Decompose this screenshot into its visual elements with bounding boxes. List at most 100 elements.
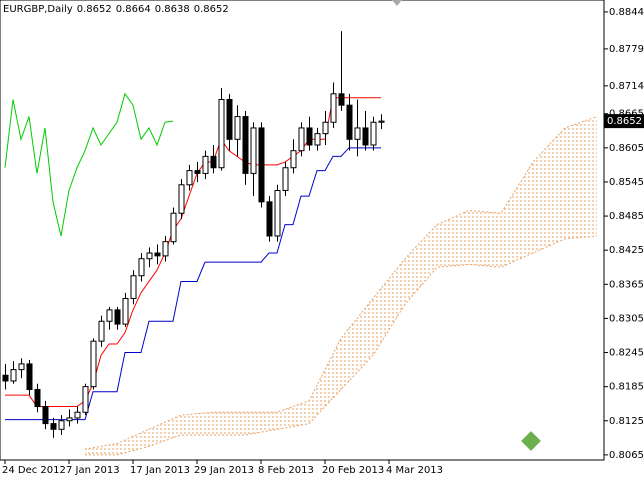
candle — [146, 247, 153, 268]
ohlc-open: 0.8652 — [77, 4, 112, 15]
x-tick-label: 17 Jan 2013 — [130, 465, 190, 476]
candle-body — [186, 170, 193, 186]
candle — [314, 127, 321, 151]
candle — [194, 162, 201, 182]
y-tick-label: 0.8545 — [609, 177, 644, 188]
y-tick-label: 0.8065 — [609, 450, 644, 461]
logo-icon — [521, 431, 541, 451]
candle-body — [74, 411, 81, 419]
candle — [274, 184, 281, 242]
candle-body — [2, 374, 9, 382]
candle — [66, 409, 73, 427]
candle-body — [242, 116, 249, 174]
price-box — [604, 114, 644, 129]
candle — [218, 88, 225, 171]
candle — [258, 122, 265, 208]
candle-body — [362, 127, 369, 146]
candle-body — [306, 127, 313, 146]
x-tick-label: 4 Mar 2013 — [386, 465, 443, 476]
candle-body — [178, 184, 185, 214]
y-tick-label: 0.8245 — [609, 348, 644, 359]
candle-body — [26, 363, 33, 390]
candle-body — [370, 121, 377, 146]
candle — [170, 207, 177, 245]
candle-body — [114, 309, 121, 325]
y-tick-label: 0.8125 — [609, 416, 644, 427]
candle — [378, 114, 385, 130]
plot — [2, 31, 598, 456]
candle — [34, 383, 41, 413]
candle — [50, 417, 57, 438]
candle-body — [250, 127, 257, 174]
candle — [346, 93, 353, 151]
candle — [114, 307, 121, 330]
candle — [130, 270, 137, 305]
candle-body — [138, 258, 145, 277]
candle-body — [82, 386, 89, 413]
candle — [58, 415, 65, 435]
x-tick-label: 7 Jan 2013 — [66, 465, 120, 476]
candle-body — [346, 104, 353, 140]
ohlc-close: 0.8652 — [194, 4, 229, 15]
candle-body — [122, 298, 129, 325]
candle-body — [226, 99, 233, 140]
candle — [178, 179, 185, 219]
candle-body — [170, 212, 177, 243]
candle — [106, 307, 113, 330]
candle-body — [322, 121, 329, 135]
price-label: 0.8652 — [607, 116, 642, 127]
candle-body — [258, 127, 265, 203]
candle — [154, 244, 161, 265]
ohlc-low: 0.8638 — [155, 4, 190, 15]
x-tick-label: 29 Jan 2013 — [194, 465, 254, 476]
candle-body — [290, 150, 297, 169]
candle-body — [298, 127, 305, 152]
candle — [354, 99, 361, 157]
candle — [18, 358, 25, 379]
x-tick-label: 8 Feb 2013 — [258, 465, 314, 476]
candle-body — [34, 388, 41, 408]
candle-body — [282, 167, 289, 191]
candle-body — [274, 189, 281, 237]
shift-marker — [392, 0, 402, 6]
candle-body — [154, 252, 161, 257]
candle — [298, 122, 305, 157]
candle-body — [314, 133, 321, 146]
candle — [90, 338, 97, 390]
y-tick-label: 0.8185 — [609, 382, 644, 393]
candle — [322, 110, 329, 145]
logo — [521, 431, 541, 451]
candle — [122, 292, 129, 327]
candle — [74, 406, 81, 424]
candle — [42, 400, 49, 430]
candle-body — [58, 420, 65, 430]
candle-body — [202, 155, 209, 174]
y-tick-label: 0.8365 — [609, 279, 644, 290]
candle — [226, 93, 233, 151]
candle-body — [18, 363, 25, 371]
y-tick-label: 0.8844 — [609, 7, 644, 18]
candle — [290, 139, 297, 174]
candle — [282, 162, 289, 197]
candle-body — [234, 116, 241, 140]
candle-body — [338, 93, 345, 106]
candle — [202, 150, 209, 180]
candle-body — [98, 320, 105, 342]
candle-body — [146, 252, 153, 260]
indicator-line — [4, 92, 174, 237]
candle-body — [90, 340, 97, 388]
y-tick-label: 0.8305 — [609, 313, 644, 324]
chart-title: EURGBP,Daily 0.8652 0.8664 0.8638 0.8652 — [3, 4, 229, 15]
candle — [10, 361, 17, 384]
candle — [330, 82, 337, 128]
y-tick-label: 0.8714 — [609, 81, 644, 92]
candle-body — [194, 170, 201, 174]
candle-body — [66, 417, 73, 422]
candle-body — [130, 275, 137, 300]
y-tick-label: 0.8425 — [609, 245, 644, 256]
candle — [82, 383, 89, 416]
y-tick-label: 0.8605 — [609, 143, 644, 154]
candle-body — [218, 99, 225, 169]
candle-body — [266, 201, 273, 237]
